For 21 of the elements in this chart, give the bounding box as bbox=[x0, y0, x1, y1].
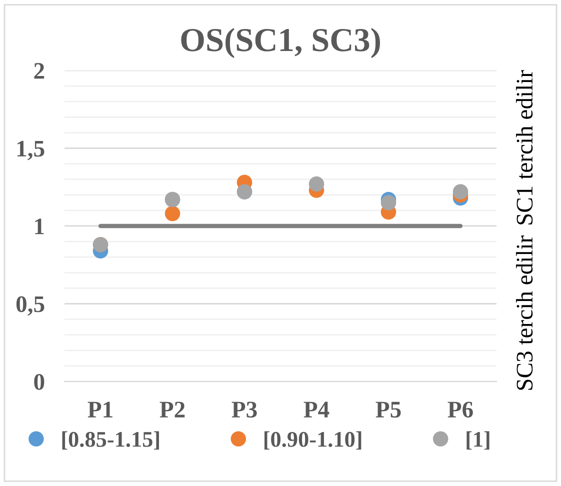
x-tick-label: P1 bbox=[88, 402, 112, 418]
chart-title: OS(SC1, SC3) bbox=[181, 28, 380, 58]
y-tick-label: 0 bbox=[34, 374, 44, 390]
x-tick-label: P3 bbox=[232, 402, 257, 418]
point bbox=[380, 195, 396, 210]
y-tick-label: 0,5 bbox=[16, 296, 44, 316]
point bbox=[164, 206, 180, 222]
point bbox=[452, 184, 468, 200]
text: SC1 tercih edilir bbox=[516, 70, 533, 224]
legend-label: [0.85-1.15] bbox=[62, 431, 159, 450]
x-tick-label: P5 bbox=[376, 402, 401, 418]
point bbox=[308, 176, 324, 192]
legend-label: [0.90-1.10] bbox=[264, 431, 362, 450]
y-tick-label: 1,5 bbox=[17, 140, 44, 160]
text: SC3 tercih edilir bbox=[516, 236, 533, 390]
x-tick-label: P6 bbox=[448, 402, 473, 418]
x-tick-label: P4 bbox=[304, 402, 330, 418]
y-tick-label: 1 bbox=[35, 218, 44, 234]
legend-label: [1] bbox=[466, 431, 490, 450]
y-tick-label: 2 bbox=[34, 63, 44, 79]
x-tick-label: P2 bbox=[160, 402, 185, 418]
